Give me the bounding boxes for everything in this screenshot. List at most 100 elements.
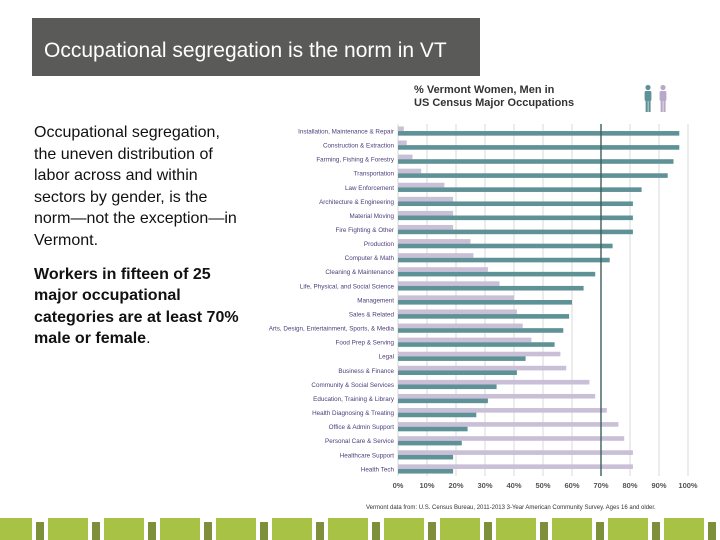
bar-women [398,365,567,371]
x-tick-label: 10% [419,481,434,490]
category-label: Legal [379,354,394,361]
footer-block [104,518,144,540]
bar-men [398,384,497,390]
x-tick-label: 70% [593,481,608,490]
category-label: Production [364,241,395,248]
bar-women [398,295,514,300]
footer-block [552,518,592,540]
chart-title: % Vermont Women, Men in US Census Major … [414,84,594,109]
footer-block [328,518,368,540]
footer-block-dark [372,522,380,540]
category-label: Construction & Extraction [323,143,395,150]
bar-women [398,323,523,329]
footer-block [216,518,256,540]
category-label: Farming, Fishing & Forestry [316,157,395,164]
bar-women [398,182,445,188]
category-label: Business & Finance [338,368,394,375]
bar-men [398,426,468,432]
bar-women [398,154,413,160]
x-tick-label: 30% [477,481,492,490]
bar-men [398,412,477,418]
footer-block-dark [92,522,100,540]
footer-block-dark [652,522,660,540]
category-label: Sales & Related [349,311,395,318]
category-label: Health Tech [361,466,395,473]
footer-block-dark [204,522,212,540]
x-tick-label: 100% [678,481,698,490]
bar-men [398,257,610,263]
bar-men [398,398,488,404]
bar-women [398,351,561,357]
footer-block-dark [540,522,548,540]
category-label: Health Diagnosing & Treating [312,410,394,417]
bar-women [398,225,454,230]
bar-men [398,187,642,192]
footer-block-dark [708,522,716,540]
footer-block-dark [484,522,492,540]
footer-block-dark [148,522,156,540]
bar-men [398,314,570,319]
footer-block [272,518,312,540]
bar-men [398,328,564,333]
footer-block-dark [260,522,268,540]
category-label: Material Moving [350,213,395,220]
category-label: Education, Training & Library [313,396,395,403]
man-icon [644,84,652,112]
bar-women [398,267,488,272]
x-tick-label: 80% [622,481,637,490]
bar-women [398,210,454,216]
footer-block-dark [428,522,436,540]
category-label: Food Prep & Serving [336,340,395,347]
footer-block-dark [316,522,324,540]
bar-women [398,309,517,315]
footer-pattern [0,518,720,540]
body-paragraph-2: Workers in fifteen of 25 major occupatio… [34,264,244,350]
bar-women [398,464,633,469]
category-label: Management [357,297,394,304]
bars [398,126,680,474]
bar-men [398,370,517,375]
category-label: Community & Social Services [311,382,394,389]
body-paragraph-1: Occupational segregation, the uneven dis… [34,124,237,249]
category-label: Arts, Design, Entertainment, Sports, & M… [269,326,395,333]
x-tick-label: 40% [506,481,521,490]
bar-women [398,450,633,455]
body-paragraph-2-end: . [146,330,151,348]
bar-women [398,126,404,132]
bar-men [398,356,526,361]
x-tick-labels: 0% 10% 20% 30% 40% 50% 60% 70% 80% 90% 100% [393,481,698,490]
footer-block [48,518,88,540]
category-labels: Installation, Maintenance & Repair Constr… [269,128,395,473]
bar-men [398,159,674,164]
bar-men [398,454,454,460]
category-label: Personal Care & Service [325,438,394,445]
slide-title-box: Occupational segregation is the norm in … [32,18,480,76]
bar-men [398,440,462,446]
bar-men [398,173,668,178]
bar-women [398,422,619,427]
category-label: Architecture & Engineering [319,199,394,206]
category-label: Office & Admin Support [329,424,395,431]
footer-block [0,518,32,540]
source-note: Vermont data from: U.S. Census Bureau, 2… [366,505,656,511]
bar-men [398,229,633,235]
body-text: Occupational segregation, the uneven dis… [34,122,244,362]
bar-women [398,408,607,413]
bar-men [398,243,613,249]
footer-block [440,518,480,540]
footer-block [608,518,648,540]
bar-men [398,271,596,277]
bar-women [398,379,590,385]
bar-men [398,285,584,291]
footer-block [384,518,424,540]
bar-women [398,196,454,202]
bar-women [398,140,407,146]
x-tick-label: 0% [393,481,404,490]
bar-men [398,201,633,207]
category-label: Healthcare Support [340,452,395,459]
bar-men [398,300,572,305]
bar-women [398,393,596,399]
category-label: Transportation [354,171,395,178]
bar-women [398,239,471,244]
